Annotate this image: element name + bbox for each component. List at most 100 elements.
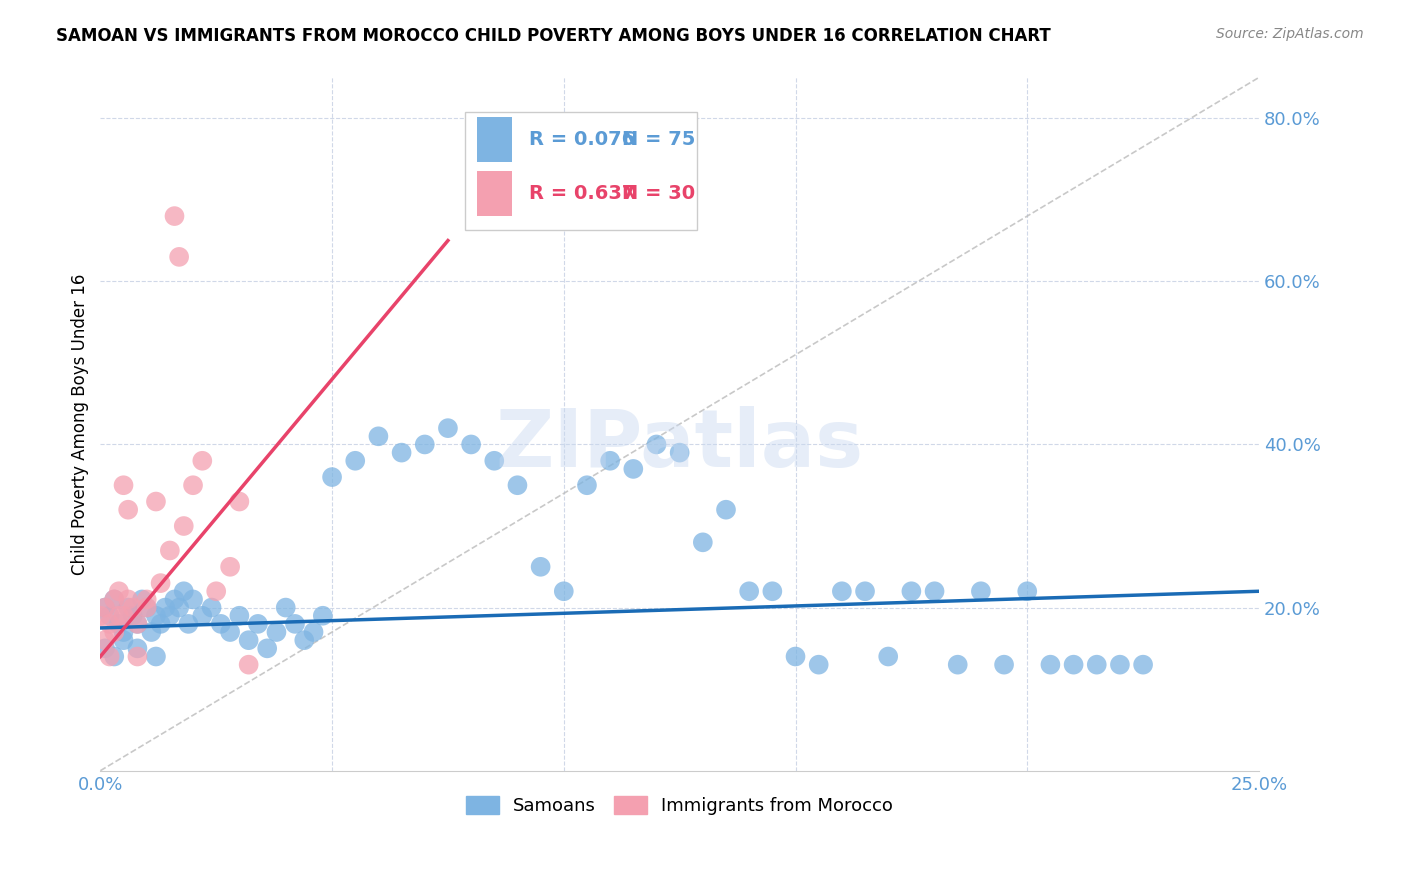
Point [506,478,529,492]
Text: N = 30: N = 30 [621,184,695,202]
Point [112,608,135,623]
Point [94,600,117,615]
Point [831,584,853,599]
Point [121,600,143,615]
Point [112,625,135,640]
Point [191,454,214,468]
Point [159,608,181,623]
Point [149,616,172,631]
Point [177,616,200,631]
Point [94,641,117,656]
Point [98,608,121,623]
FancyBboxPatch shape [477,117,512,161]
Point [1132,657,1154,672]
Point [149,576,172,591]
Point [284,616,307,631]
Point [94,633,117,648]
Text: N = 75: N = 75 [621,129,695,149]
Point [108,584,131,599]
Point [256,641,278,656]
Point [292,633,315,648]
Point [98,649,121,664]
Point [145,608,167,623]
Point [599,454,621,468]
Point [993,657,1015,672]
Point [853,584,876,599]
Point [738,584,761,599]
Point [173,584,195,599]
Point [1039,657,1062,672]
Point [238,633,260,648]
Point [173,519,195,533]
Point [145,494,167,508]
Point [117,592,139,607]
Text: SAMOAN VS IMMIGRANTS FROM MOROCCO CHILD POVERTY AMONG BOYS UNDER 16 CORRELATION : SAMOAN VS IMMIGRANTS FROM MOROCCO CHILD … [56,27,1052,45]
Point [181,592,204,607]
Point [200,600,222,615]
Point [1063,657,1085,672]
Point [103,592,125,607]
Point [181,478,204,492]
Point [219,559,242,574]
Text: ZIPatlas: ZIPatlas [495,406,863,483]
Point [89,608,111,623]
Point [946,657,969,672]
Y-axis label: Child Poverty Among Boys Under 16: Child Poverty Among Boys Under 16 [72,273,89,574]
Point [900,584,922,599]
Point [575,478,598,492]
Point [484,454,506,468]
Point [117,502,139,516]
Point [167,600,190,615]
Point [924,584,946,599]
FancyBboxPatch shape [477,170,512,216]
Point [191,608,214,623]
Point [163,209,186,223]
Point [714,502,737,516]
Point [238,657,260,672]
Point [367,429,389,443]
Point [94,600,117,615]
Point [117,600,139,615]
Point [668,445,690,459]
Point [530,559,553,574]
Point [877,649,900,664]
Point [692,535,714,549]
Point [103,649,125,664]
Point [112,633,135,648]
Point [112,478,135,492]
Point [344,454,367,468]
Point [228,608,250,623]
Text: R = 0.637: R = 0.637 [529,184,636,202]
Point [228,494,250,508]
Point [135,600,157,615]
Point [1109,657,1132,672]
Point [621,462,644,476]
Point [121,608,143,623]
Point [246,616,269,631]
Point [413,437,436,451]
Point [167,250,190,264]
Point [127,616,149,631]
Point [205,584,228,599]
Text: Source: ZipAtlas.com: Source: ZipAtlas.com [1216,27,1364,41]
Point [1085,657,1108,672]
Point [108,616,131,631]
Point [135,592,157,607]
Point [312,608,335,623]
Point [1017,584,1039,599]
Point [155,600,177,615]
Point [460,437,482,451]
Point [159,543,181,558]
Point [645,437,668,451]
Point [437,421,460,435]
FancyBboxPatch shape [465,112,697,230]
Point [127,641,149,656]
Point [391,445,413,459]
Point [127,649,149,664]
Point [761,584,783,599]
Point [103,625,125,640]
Point [807,657,830,672]
Point [103,592,125,607]
Point [219,625,242,640]
Point [108,608,131,623]
